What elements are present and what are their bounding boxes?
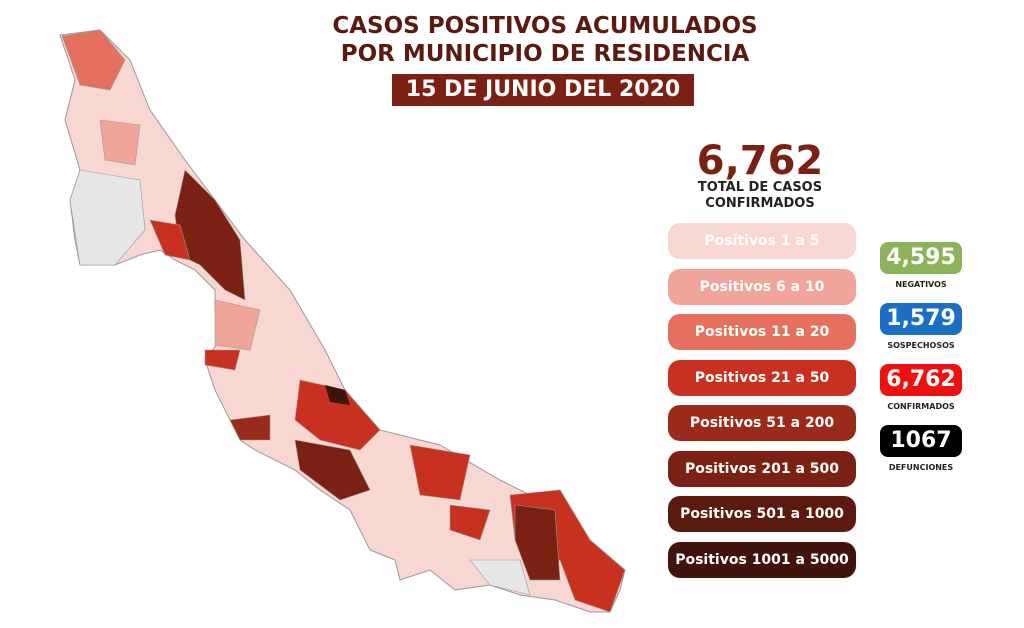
stat-value: 6,762 [880, 364, 962, 396]
region-grey [69, 169, 146, 266]
total-label-2: CONFIRMADOS [705, 196, 815, 211]
region-southgrey [469, 559, 531, 596]
date-banner: 15 DE JUNIO DEL 2020 [392, 74, 694, 106]
stat-value: 1,579 [880, 303, 962, 335]
region-north [61, 29, 126, 91]
stat-value: 4,595 [880, 242, 962, 274]
legend-item: Positivos 11 a 20 [668, 314, 856, 350]
total-label-1: TOTAL DE CASOS [697, 180, 823, 195]
total-cases: 6,762 [696, 138, 824, 184]
region-xalapa [229, 414, 271, 441]
legend-item: Positivos 21 a 50 [668, 359, 856, 396]
legend-item: Positivos 6 a 10 [668, 268, 856, 305]
region-misc3 [204, 349, 241, 371]
region-tierra-blanca [409, 444, 471, 501]
region-misc4 [449, 504, 491, 541]
legend-item: Positivos 501 a 1000 [668, 496, 856, 532]
legend-item: Positivos 51 a 200 [668, 405, 856, 441]
region-misc2 [214, 299, 261, 351]
region-misc1 [99, 119, 141, 166]
stat-label: CONFIRMADOS [887, 402, 955, 411]
title-line-1: CASOS POSITIVOS ACUMULADOS [332, 13, 758, 39]
legend-item: Positivos 1001 a 5000 [668, 541, 856, 578]
region-veracruz-port [325, 385, 350, 405]
stat-label: SOSPECHOSOS [887, 341, 955, 350]
stat-value: 1067 [880, 425, 962, 457]
stat-label: DEFUNCIONES [888, 463, 954, 472]
legend-item: Positivos 201 a 500 [668, 450, 856, 487]
region-poza-rica [149, 219, 191, 261]
legend-item: Positivos 1 a 5 [668, 223, 856, 259]
region-minatitlan [514, 504, 561, 581]
region-cordoba [294, 439, 371, 501]
stat-label: NEGATIVOS [895, 280, 947, 289]
title-line-2: POR MUNICIPIO DE RESIDENCIA [340, 41, 750, 67]
total-cases-label: TOTAL DE CASOS CONFIRMADOS [670, 180, 850, 212]
